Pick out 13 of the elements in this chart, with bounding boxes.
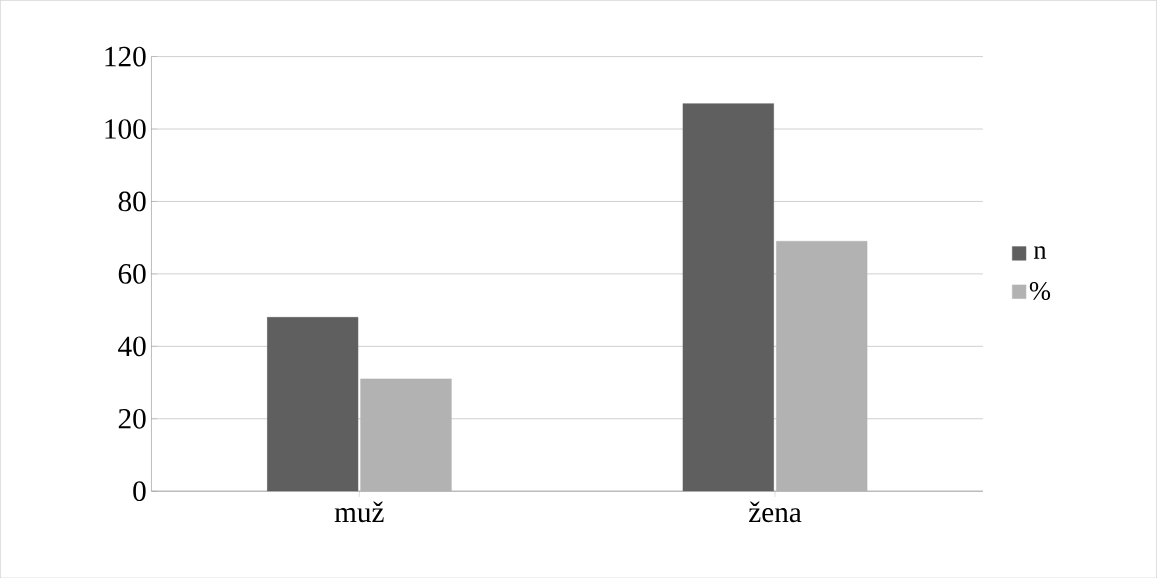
legend-label: n bbox=[1033, 245, 1047, 259]
bar bbox=[682, 103, 774, 492]
y-tick-label: 120 bbox=[105, 46, 146, 67]
legend-label: % bbox=[1029, 281, 1051, 300]
x-tick-label: muž bbox=[334, 501, 384, 522]
y-tick-label: 0 bbox=[133, 481, 146, 501]
y-tick-label: 60 bbox=[118, 263, 146, 284]
x-tick-label: žena bbox=[749, 501, 802, 522]
y-tick-label: 100 bbox=[105, 118, 146, 139]
y-tick-label: 80 bbox=[118, 191, 146, 212]
bar bbox=[267, 316, 359, 492]
y-tick-label: 20 bbox=[118, 408, 146, 429]
y-tick-label: 40 bbox=[118, 336, 146, 356]
